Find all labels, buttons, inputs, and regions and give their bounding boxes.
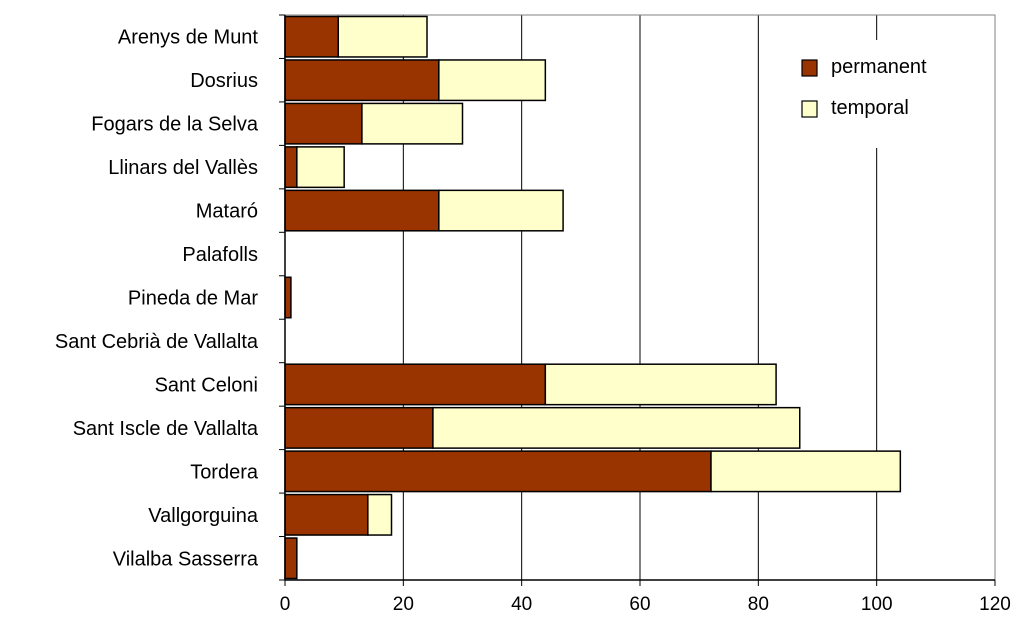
- category-label: Sant Celoni: [155, 374, 258, 396]
- bar-permanent-1: [284, 59, 440, 102]
- category-label: Vallgorguina: [148, 505, 259, 527]
- axes: [279, 14, 996, 586]
- x-tick-label: 60: [629, 594, 650, 615]
- x-tick-labels: 0 20 40 60 80 100 120: [280, 594, 1011, 615]
- x-tick-label: 40: [511, 594, 532, 615]
- legend: permanent temporal: [788, 40, 968, 148]
- bar-temporal-11: [367, 493, 393, 536]
- category-label: Dosrius: [190, 70, 258, 92]
- bar-permanent-3: [284, 146, 298, 189]
- x-tick-label: 80: [748, 594, 769, 615]
- bar-permanent-6: [284, 276, 292, 319]
- category-label: Vilalba Sasserra: [113, 548, 259, 570]
- category-label: Palafolls: [182, 244, 258, 266]
- category-label: Fogars de la Selva: [91, 114, 259, 136]
- x-tick-label: 20: [393, 594, 414, 615]
- category-label: Llinars del Vallès: [108, 157, 258, 179]
- bar-temporal-1: [438, 59, 547, 102]
- bar-permanent-11: [284, 493, 369, 536]
- category-label: Pineda de Mar: [128, 288, 258, 310]
- category-labels: Arenys de Munt Dosrius Fogars de la Selva L…: [55, 27, 259, 571]
- category-label: Mataró: [196, 201, 258, 223]
- bar-permanent-0: [284, 15, 339, 58]
- legend-box: [788, 40, 968, 148]
- legend-label-temporal: temporal: [831, 97, 909, 119]
- legend-swatch-permanent: [801, 59, 818, 77]
- bar-temporal-2: [361, 102, 464, 145]
- bars: [284, 15, 902, 580]
- bar-temporal-10: [710, 450, 902, 493]
- bar-temporal-4: [438, 189, 564, 232]
- category-label: Sant Cebrià de Vallalta: [55, 331, 259, 353]
- category-label: Arenys de Munt: [118, 27, 259, 49]
- category-label: Sant Iscle de Vallalta: [73, 418, 259, 440]
- bar-permanent-4: [284, 189, 440, 232]
- x-tick-label: 100: [861, 594, 893, 615]
- bar-temporal-0: [337, 15, 428, 58]
- category-label: Tordera: [190, 461, 259, 483]
- bar-permanent-12: [284, 537, 298, 580]
- x-tick-label: 120: [979, 594, 1011, 615]
- bar-temporal-9: [432, 406, 801, 449]
- bar-temporal-8: [544, 363, 777, 406]
- bar-permanent-2: [284, 102, 363, 145]
- bar-permanent-8: [284, 363, 547, 406]
- x-tick-label: 0: [280, 594, 291, 615]
- bar-permanent-9: [284, 406, 434, 449]
- legend-label-permanent: permanent: [831, 56, 927, 78]
- bar-temporal-3: [296, 146, 345, 189]
- legend-swatch-temporal: [801, 100, 818, 118]
- bar-permanent-10: [284, 450, 712, 493]
